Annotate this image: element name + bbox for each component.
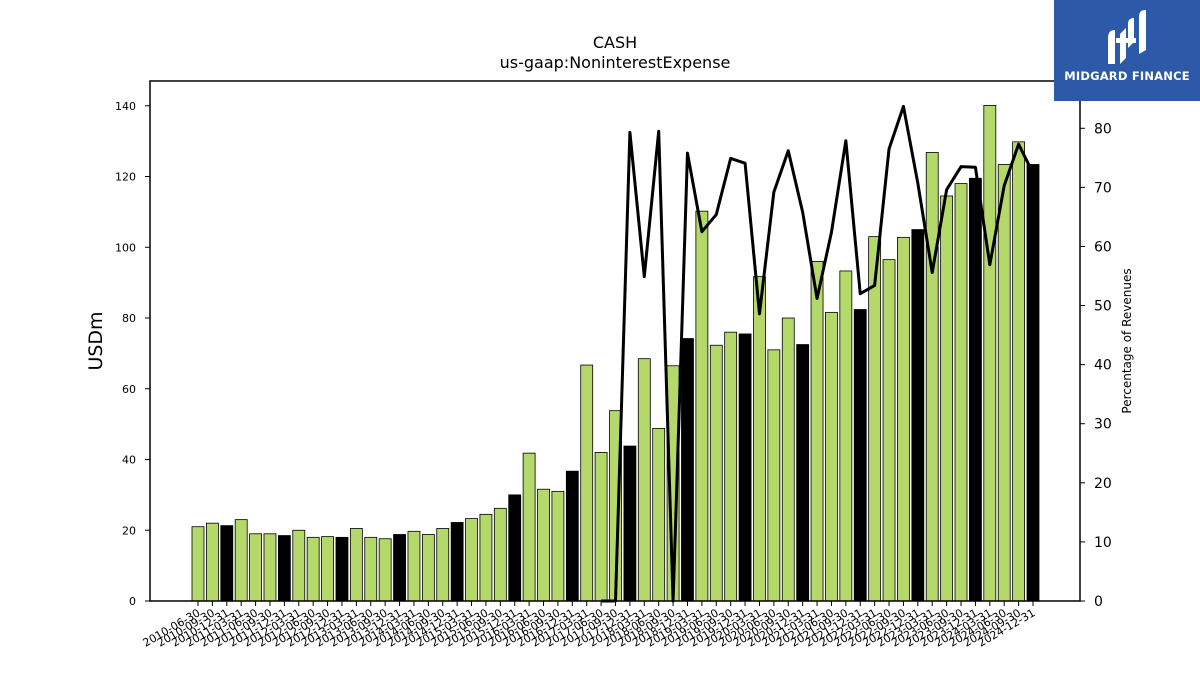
bar [378,538,392,602]
y2-axis-label: Percentage of Revenues [1120,268,1134,413]
bar [306,536,320,602]
bar [191,526,205,602]
bar [695,210,709,602]
bar [1012,141,1025,602]
bar [479,513,493,602]
bar [522,452,536,602]
bar [652,427,666,602]
bar [839,270,853,602]
bar [623,445,637,602]
bar [882,259,896,602]
bar [465,518,478,602]
y2-tick-label: 50 [1094,299,1112,315]
bar [796,344,810,602]
bar [767,349,781,602]
y-axis-right: 0 10 20 30 40 50 60 70 80 [1080,121,1112,610]
bar [537,488,550,602]
bar [292,529,306,602]
y-tick-label: 0 [129,595,136,608]
bar [580,364,594,602]
bar [853,309,867,602]
mh-monogram-icon [1108,10,1146,64]
y-axis-label: USDm [85,311,107,370]
y-tick-label: 100 [115,241,136,254]
bar [738,333,752,602]
bar [263,533,277,602]
bar [421,534,435,602]
x-axis: 2010-06-302010-09-302010-12-312011-03-31… [141,601,1038,650]
bars-group [191,105,1040,602]
y-tick-label: 120 [115,171,136,184]
bar [205,522,219,602]
bar [393,534,406,602]
bar [983,105,997,602]
y2-tick-label: 20 [1094,476,1112,492]
brand-name: MIDGARD FINANCE [1064,69,1190,83]
bar [897,236,910,602]
bar [724,331,738,602]
bar [681,338,694,602]
bar [969,177,982,602]
y-tick-label: 80 [122,312,136,325]
bar [825,311,838,602]
chart-title: CASH [593,33,637,52]
bar [997,164,1011,602]
y2-tick-label: 30 [1094,417,1112,433]
bar [637,358,651,602]
y2-tick-label: 0 [1094,594,1103,610]
bar [753,276,766,602]
bar [594,452,608,602]
bar [364,536,378,602]
bar [436,528,450,602]
bar [868,236,882,602]
bar [810,261,824,602]
bar [911,229,925,602]
bar [565,470,579,602]
bar [493,507,507,602]
bar [335,536,349,602]
y-tick-label: 40 [122,454,136,467]
y2-tick-label: 10 [1094,535,1112,551]
bar [349,528,363,602]
bar [407,530,421,602]
bar [925,152,939,602]
bar [277,535,291,602]
y2-tick-label: 80 [1094,121,1112,137]
y2-tick-label: 40 [1094,358,1112,374]
bar [781,317,795,602]
bar [709,344,723,602]
bar [220,525,234,602]
bar [249,533,262,602]
chart-subtitle: us-gaap:NoninterestExpense [500,53,731,72]
bar [321,536,334,602]
y2-tick-label: 60 [1094,239,1112,255]
bar [551,490,565,602]
y-tick-label: 140 [115,100,136,113]
bar [508,494,522,602]
bar [234,519,248,602]
y-tick-label: 60 [122,383,136,396]
bar [954,183,968,602]
bar [450,522,464,602]
brand-logo: MIDGARD FINANCE [1054,0,1200,101]
y-tick-label: 20 [122,524,136,537]
bar [940,195,954,602]
y2-tick-label: 70 [1094,180,1112,196]
y-axis-left: 0 20 40 60 80 100 120 140 [115,100,150,608]
bar [1026,164,1040,602]
